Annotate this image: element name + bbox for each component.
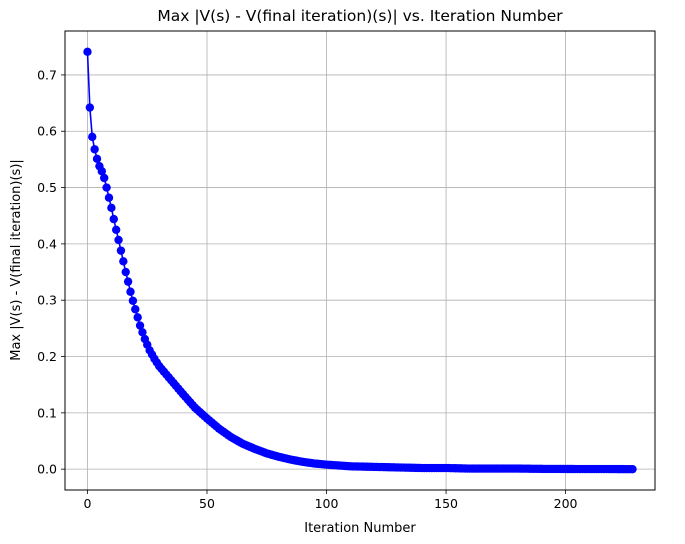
data-point xyxy=(107,203,116,213)
data-point xyxy=(138,328,147,337)
y-axis-label: Max |V(s) - V(final iteration)(s)| xyxy=(9,159,24,361)
data-point xyxy=(135,321,145,330)
x-tick-label: 50 xyxy=(199,496,215,511)
data-point xyxy=(102,183,111,192)
y-tick-label: 0.4 xyxy=(37,236,57,251)
data-point xyxy=(126,287,135,296)
data-point xyxy=(116,246,126,255)
y-tick-label: 0.5 xyxy=(37,180,57,195)
x-tick-label: 100 xyxy=(315,496,339,511)
series-line xyxy=(86,51,633,470)
y-tick-label: 0.3 xyxy=(37,293,57,308)
data-point xyxy=(131,305,140,314)
x-axis-label: Iteration Number xyxy=(304,521,416,536)
data-point xyxy=(104,193,114,202)
grid-layer xyxy=(65,31,655,490)
x-tick-label: 200 xyxy=(554,496,578,511)
plot-frame xyxy=(64,30,656,491)
y-tick-label: 0.7 xyxy=(37,67,57,82)
series-layer xyxy=(83,47,637,474)
data-point xyxy=(121,267,130,277)
chart-title: Max |V(s) - V(final iteration)(s)| vs. I… xyxy=(157,7,563,25)
y-tick-label: 0.2 xyxy=(37,349,57,364)
data-point xyxy=(85,103,95,112)
tick-layer: 0 50 100 150 200 0.0 0.1 0.2 0.3 0.4 0.5 0.6 0.7 xyxy=(37,67,577,511)
data-point xyxy=(128,296,138,305)
data-point xyxy=(83,47,92,57)
x-tick-label: 150 xyxy=(434,496,458,511)
data-point xyxy=(100,173,109,183)
data-point xyxy=(123,277,133,286)
y-tick-label: 0.0 xyxy=(37,462,57,477)
y-tick-label: 0.6 xyxy=(37,124,57,139)
data-point xyxy=(109,214,118,224)
data-point xyxy=(628,464,637,474)
data-point xyxy=(114,235,123,245)
data-point xyxy=(92,154,102,164)
data-point xyxy=(90,145,99,154)
data-point xyxy=(97,167,107,176)
y-tick-label: 0.1 xyxy=(37,405,57,420)
x-tick-label: 0 xyxy=(83,496,91,511)
data-point xyxy=(111,225,121,235)
data-point xyxy=(133,313,142,322)
data-point xyxy=(119,257,128,266)
data-point xyxy=(88,132,97,142)
